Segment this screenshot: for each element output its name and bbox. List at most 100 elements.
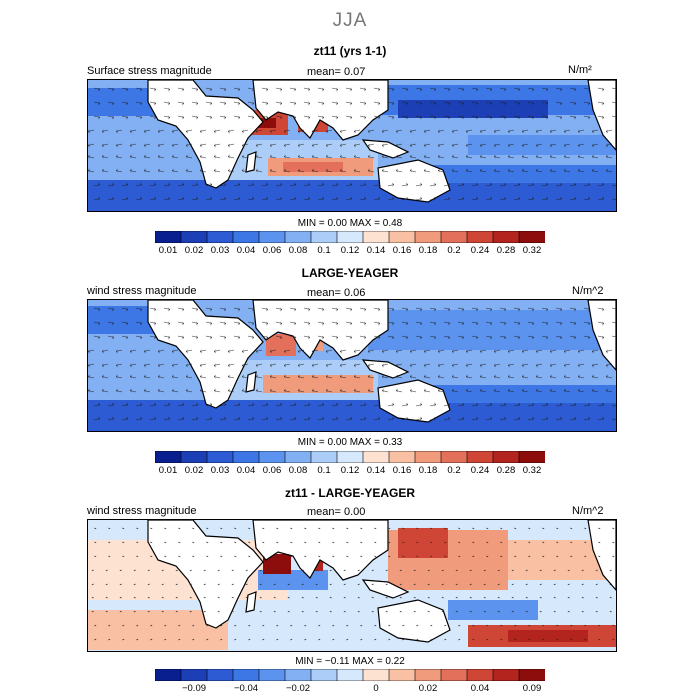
wind-vector (499, 115, 507, 120)
wind-vector (535, 129, 543, 134)
wind-vector (597, 555, 601, 558)
colorbar-tick-label: 0.28 (496, 245, 516, 256)
continent-outline (245, 591, 257, 613)
wind-vector (345, 115, 353, 120)
wind-vector (485, 624, 489, 627)
wind-vector (303, 638, 307, 641)
wind-vector (121, 115, 129, 120)
wind-vector (275, 321, 283, 326)
wind-vector (541, 307, 549, 312)
colorbar-tick-label: 0.04 (470, 683, 490, 694)
wind-vector (451, 129, 459, 134)
wind-vector (245, 569, 249, 572)
wind-vector (409, 363, 417, 368)
wind-vector (163, 307, 171, 312)
colorbar-box (362, 231, 390, 243)
wind-vector (121, 541, 125, 544)
wind-vector (185, 349, 193, 354)
wind-vector (471, 87, 479, 92)
wind-vector (171, 363, 179, 368)
page-title: JJA (332, 10, 368, 31)
wind-vector (185, 129, 193, 134)
wind-vector (513, 335, 521, 340)
wind-vector (415, 307, 423, 312)
wind-vector (275, 115, 283, 120)
wind-vector (273, 596, 277, 599)
wind-vector (437, 168, 445, 173)
wind-vector (513, 115, 521, 120)
wind-vector (549, 168, 557, 173)
colorbar-box (310, 669, 338, 681)
field-region (88, 180, 616, 211)
wind-vector (343, 596, 347, 599)
wind-vector (611, 184, 616, 187)
wind-vector (261, 527, 265, 530)
wind-vector (241, 349, 249, 354)
wind-vector (129, 374, 137, 379)
wind-vector (189, 569, 193, 572)
wind-vector (471, 335, 479, 340)
wind-vector (451, 154, 459, 159)
wind-vector (457, 624, 461, 627)
wind-vector (395, 374, 403, 379)
wind-vector (583, 335, 591, 340)
wind-vector (325, 363, 333, 368)
wind-vector (121, 624, 125, 627)
colorbar-box (492, 231, 520, 243)
wind-vector (149, 335, 157, 340)
wind-vector (541, 416, 549, 421)
wind-vector (437, 374, 445, 379)
wind-vector (367, 374, 375, 379)
wind-vector (261, 196, 269, 201)
wind-vector (605, 143, 613, 148)
wind-vector (429, 624, 433, 627)
wind-vector (521, 363, 529, 368)
wind-vector (387, 101, 395, 106)
wind-vector (177, 321, 185, 326)
wind-vector (387, 541, 391, 544)
wind-vector (539, 596, 543, 599)
wind-vector (471, 321, 479, 326)
wind-vector (541, 335, 549, 340)
wind-vector (609, 569, 613, 572)
wind-vector (339, 129, 347, 134)
colorbar-tick-label: 0.14 (366, 465, 386, 476)
wind-vector (471, 101, 479, 106)
wind-vector (415, 416, 423, 421)
wind-vector (591, 388, 599, 393)
wind-vector (217, 610, 221, 613)
wind-vector (247, 101, 255, 106)
wind-vector (563, 129, 571, 134)
wind-vector (261, 321, 269, 326)
wind-vector (275, 402, 283, 407)
colorbar-tick-label: 0.14 (366, 245, 386, 256)
wind-vector (331, 182, 339, 187)
wind-vector (219, 541, 223, 544)
colorbar-tick-label: 0.1 (317, 245, 331, 256)
wind-vector (115, 168, 123, 173)
wind-vector (219, 555, 223, 558)
panel-3-mean: mean= 0.00 (307, 506, 366, 518)
wind-vector (163, 335, 171, 340)
wind-vector (219, 307, 227, 312)
wind-vector (107, 335, 115, 340)
continent-outline (361, 579, 410, 599)
wind-vector (429, 527, 433, 530)
wind-vector (381, 129, 389, 134)
wind-vector (147, 583, 151, 586)
wind-vector (521, 388, 529, 393)
wind-vector (457, 555, 461, 558)
wind-vector (345, 555, 349, 558)
wind-vector (457, 196, 465, 201)
colorbar-box (310, 451, 338, 463)
wind-vector (469, 583, 473, 586)
wind-vector (513, 87, 521, 92)
wind-vector (353, 143, 361, 148)
panel-1-minmax: MIN = 0.00 MAX = 0.48 (297, 218, 403, 229)
wind-vector (423, 168, 431, 173)
wind-vector (93, 115, 101, 120)
wind-vector (591, 154, 599, 159)
wind-vector (339, 154, 347, 159)
continent-outline (252, 300, 389, 361)
wind-vector (163, 101, 171, 106)
